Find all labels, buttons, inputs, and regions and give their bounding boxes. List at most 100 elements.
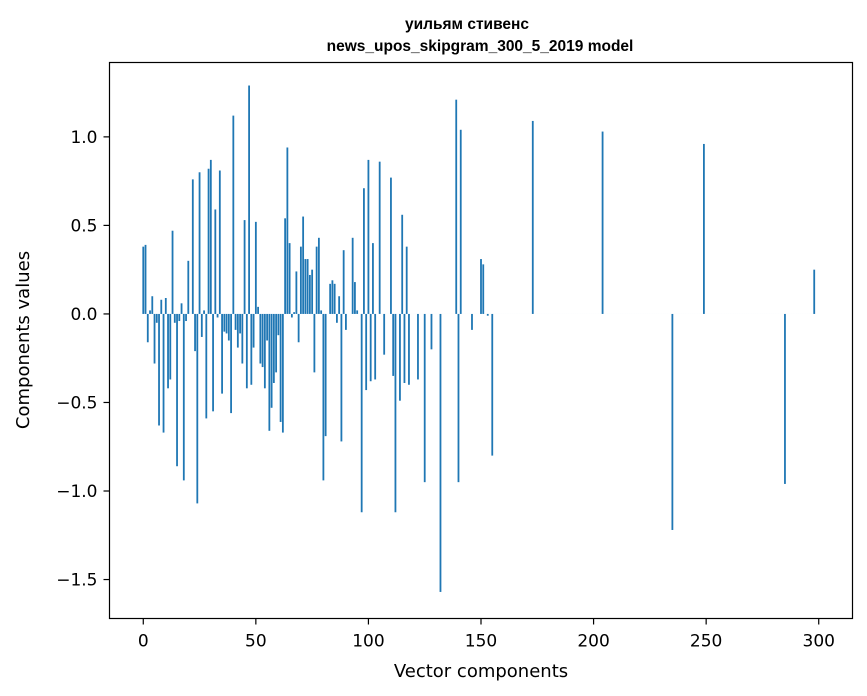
bar (200, 313, 203, 337)
bar (401, 214, 404, 314)
bar (324, 313, 327, 437)
bar (383, 313, 386, 355)
bar (250, 313, 253, 385)
y-tick-label: 0.0 (70, 305, 97, 325)
bar (286, 147, 289, 314)
bar (322, 313, 325, 481)
bar (457, 313, 460, 483)
bar (471, 313, 473, 330)
x-tick-label: 200 (577, 632, 609, 652)
x-axis-ticks: 0 50 100 150 200 250 300 (138, 618, 835, 652)
bar (304, 259, 307, 314)
x-tick-label: 300 (803, 632, 835, 652)
bar (430, 313, 433, 350)
bar (245, 313, 248, 389)
bar (372, 243, 374, 314)
bar (439, 313, 442, 592)
bar (308, 274, 311, 314)
bar (259, 313, 262, 364)
bar (297, 313, 300, 343)
bar (176, 313, 178, 467)
bar (345, 313, 347, 330)
bar (230, 313, 232, 414)
bar (365, 313, 368, 391)
bar (299, 246, 302, 314)
bar (153, 313, 156, 364)
bar (482, 264, 485, 314)
bar (356, 310, 359, 314)
bar (390, 177, 392, 314)
bar (351, 237, 354, 314)
bar (232, 115, 235, 314)
bar (203, 310, 205, 314)
bar (367, 159, 370, 314)
bar (784, 313, 786, 484)
bar (248, 85, 250, 314)
bar (270, 313, 273, 408)
bar (455, 99, 458, 314)
bar (369, 313, 372, 382)
bar (162, 313, 165, 433)
y-tick-label: 1.0 (70, 128, 97, 148)
y-axis-ticks: −1.5 −1.0 −0.5 0.0 0.5 1.0 (56, 128, 110, 591)
bar (306, 259, 309, 314)
bar (394, 313, 397, 513)
bar (142, 246, 145, 314)
bar (378, 161, 381, 314)
bar (185, 313, 187, 322)
bar (331, 280, 334, 314)
bar (491, 313, 494, 456)
bar (480, 259, 482, 314)
bar (408, 313, 410, 385)
x-tick-label: 100 (352, 632, 384, 652)
bar (263, 313, 266, 389)
bar (254, 221, 257, 314)
bar (320, 310, 323, 314)
bar (207, 168, 210, 314)
bar (268, 313, 271, 431)
bar (531, 120, 534, 314)
y-tick-label: 0.5 (70, 216, 97, 236)
x-tick-label: 250 (690, 632, 722, 652)
bar (392, 313, 395, 376)
bar (403, 313, 406, 383)
bar (293, 312, 296, 314)
bar (151, 296, 154, 314)
bar (354, 282, 356, 314)
bar (459, 129, 462, 314)
bar (417, 313, 419, 380)
bar (272, 313, 275, 383)
bar (311, 269, 314, 314)
bar (290, 313, 293, 318)
x-tick-label: 50 (245, 632, 267, 652)
bar (363, 188, 365, 314)
bar (317, 237, 320, 314)
bar (288, 243, 291, 314)
bar (164, 298, 167, 314)
bar (336, 313, 338, 323)
bar (374, 313, 377, 380)
bar (313, 313, 316, 373)
bar (813, 269, 816, 314)
bar (601, 131, 604, 314)
bar (178, 313, 181, 322)
bar (266, 313, 269, 341)
bar (182, 313, 185, 481)
bar (703, 143, 705, 314)
chart-title: уильям стивенс (405, 16, 529, 33)
bar (225, 313, 228, 334)
bar (158, 313, 160, 426)
y-tick-label: −0.5 (56, 393, 97, 413)
bar (671, 313, 674, 530)
bar (167, 313, 169, 389)
bar (216, 313, 219, 318)
bar (171, 230, 174, 314)
x-axis-label: Vector components (394, 661, 568, 682)
bar (342, 250, 345, 314)
bar (218, 170, 221, 314)
bar (191, 179, 194, 314)
plot-frame (108, 61, 854, 620)
bar (333, 283, 336, 314)
bar (423, 313, 426, 483)
bar (277, 313, 280, 336)
